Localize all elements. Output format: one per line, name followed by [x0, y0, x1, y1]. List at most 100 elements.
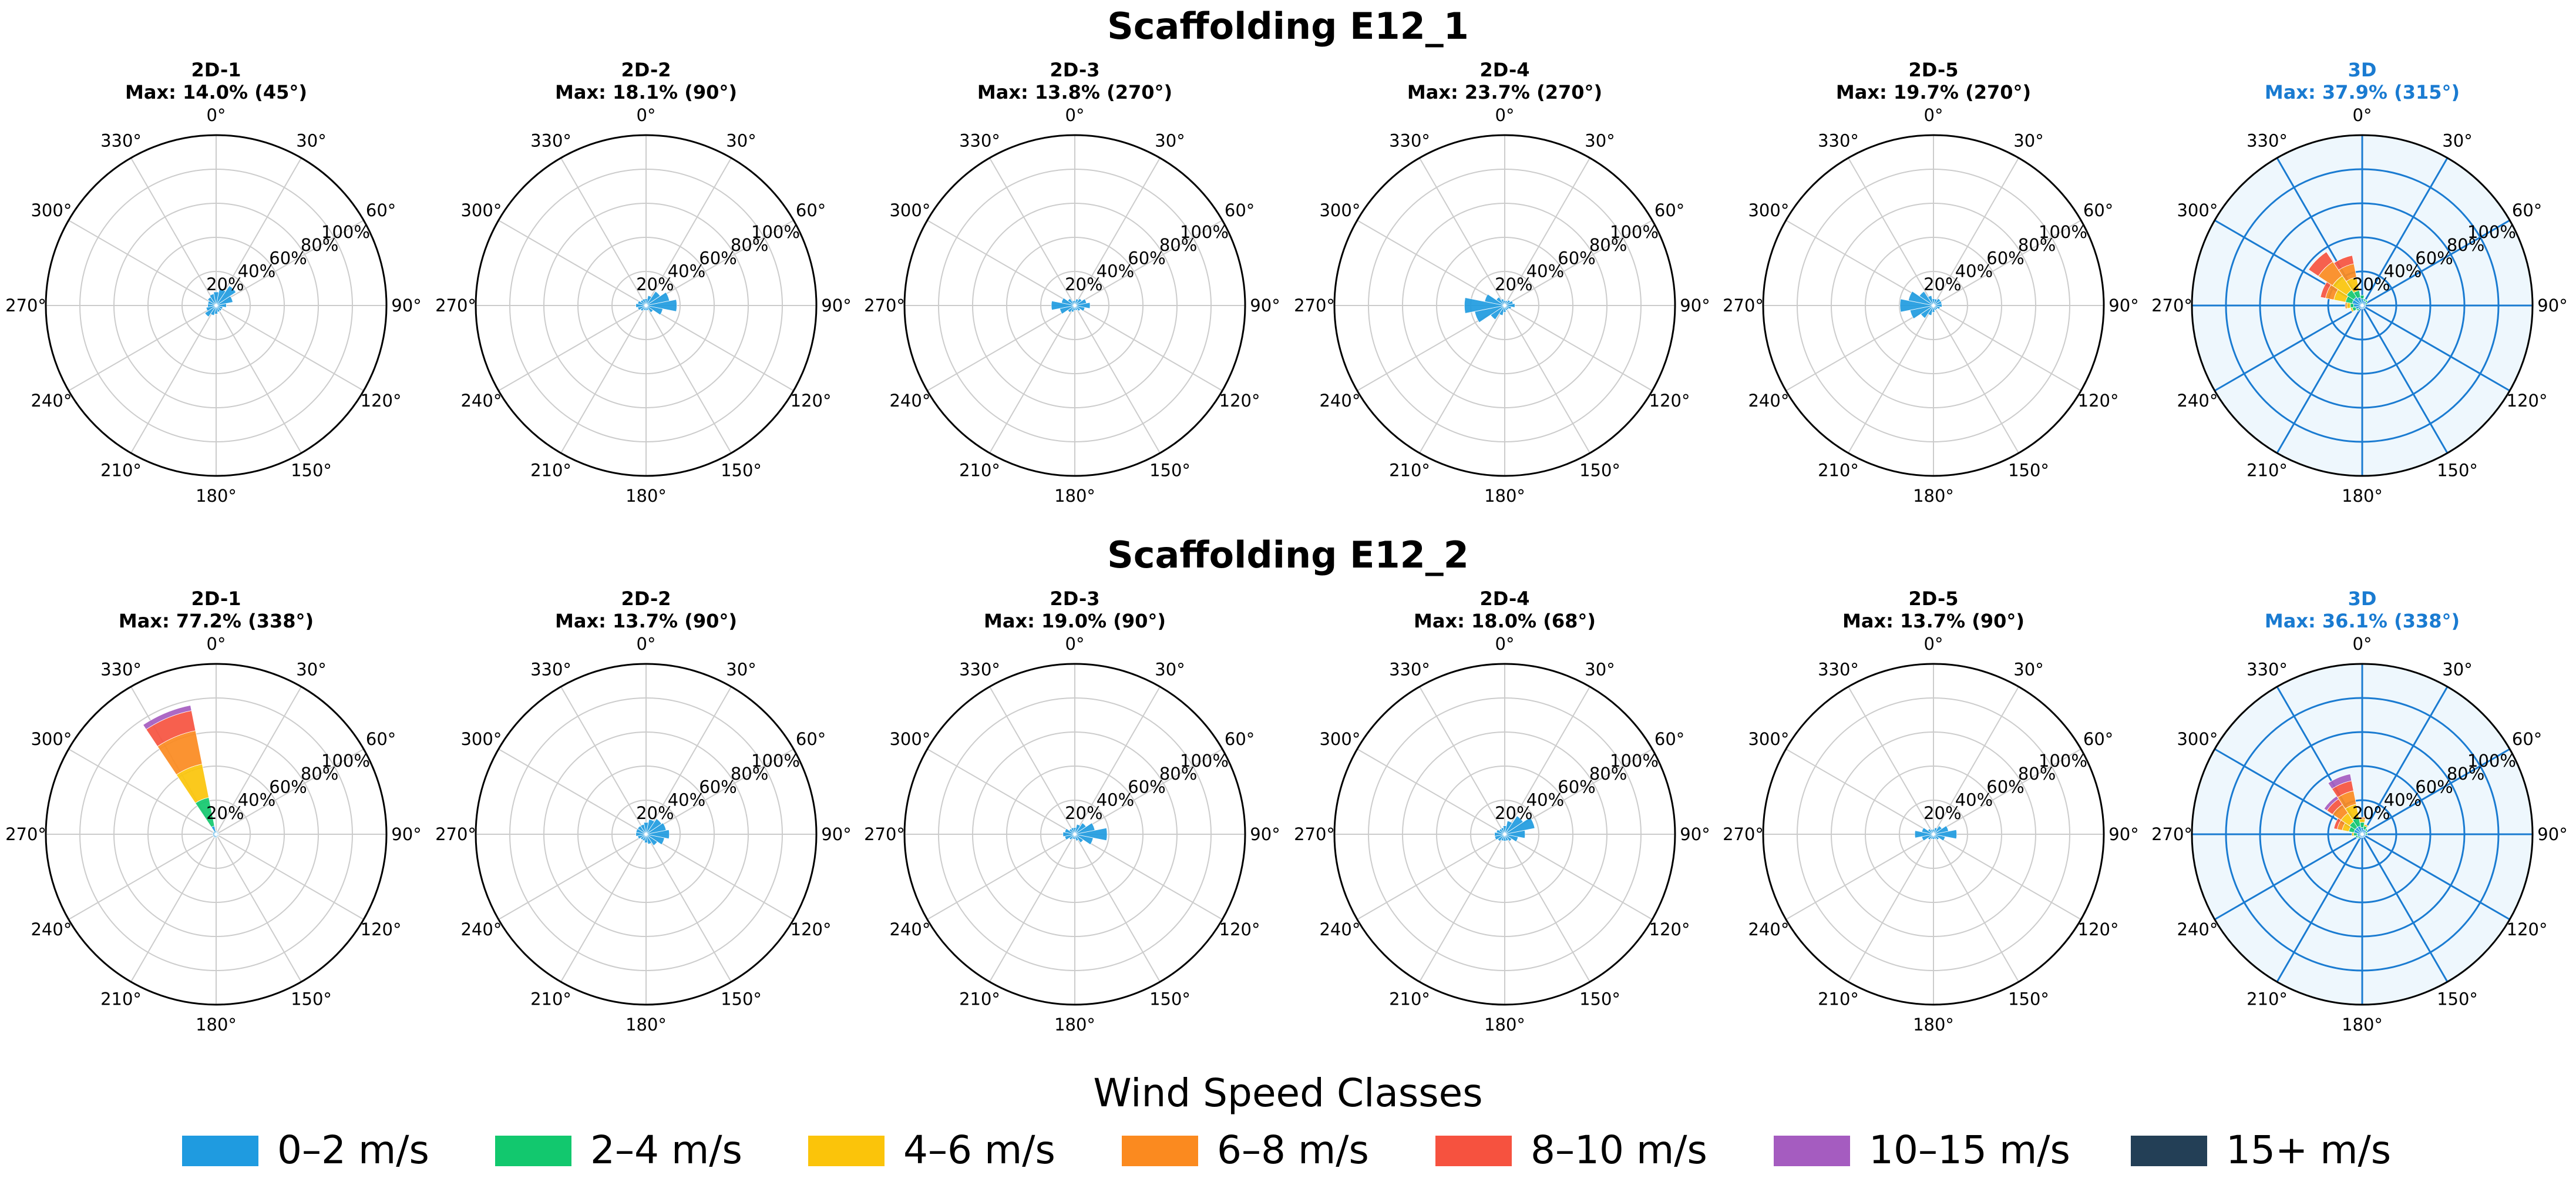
polar-frame [1333, 663, 1676, 1006]
polar-frame [45, 134, 388, 477]
angular-tick-label: 150° [1579, 989, 1620, 1009]
angular-tick-label: 60° [1654, 200, 1684, 220]
radial-tick-label: 80% [731, 235, 768, 255]
angular-gridline [1419, 305, 1505, 454]
angular-tick-label: 240° [1319, 919, 1360, 939]
panel-max-label: Max: 19.7% (270°) [1835, 81, 2032, 103]
angular-gridline [560, 686, 647, 835]
legend-swatch [495, 1136, 571, 1166]
wind-bar-segment [2363, 824, 2369, 828]
polar-plot: 0° 30° 60° 90° 120° 150° 180° 210° 240° 270° 300° 3… [1294, 105, 1710, 506]
panel-title: 2D-4 Max: 23.7% (270°) [1305, 59, 1704, 103]
wind-bar-segment [2345, 301, 2348, 310]
panel-max-label: Max: 18.1% (90°) [555, 81, 737, 103]
legend-label: 15+ m/s [2226, 1127, 2392, 1173]
wind-bar-segment [2308, 251, 2333, 277]
radial-tick-label: 100% [751, 222, 800, 242]
panel-max-label: Max: 13.7% (90°) [555, 610, 737, 632]
radial-tick-label: 60% [269, 777, 307, 797]
panel-max-label: Max: 37.9% (315°) [2264, 81, 2460, 103]
angular-gridline [2276, 305, 2363, 454]
polar-plot: 0° 30° 60° 90° 120° 150° 180° 210° 240° 270° 300° 3… [2151, 634, 2568, 1035]
radial-tick-label: 60% [1986, 248, 2024, 268]
angular-tick-label: 330° [2247, 130, 2288, 150]
wind-bar-segment [1927, 295, 1934, 306]
legend: 0–2 m/s 2–4 m/s 4–6 m/s 6–8 m/s 8–10 m/s 10–1… [0, 1125, 2576, 1178]
angular-tick-label: 60° [2083, 200, 2113, 220]
angular-tick-label: 60° [1225, 200, 1255, 220]
angular-gridline [1933, 305, 2019, 454]
angular-tick-label: 0° [1065, 634, 1085, 654]
angular-tick-label: 330° [959, 130, 1000, 150]
wind-rose-panel: 2D-4 Max: 23.7% (270°) 0° 30° 60° 90° 120° 150°… [1294, 59, 1710, 506]
angular-tick-label: 300° [1319, 729, 1360, 749]
angular-tick-label: 210° [1818, 989, 1859, 1009]
wind-bar-segment [2358, 817, 2366, 820]
angular-gridline [1504, 834, 1653, 920]
angular-gridline [1933, 305, 2081, 391]
angular-tick-label: 30° [2442, 130, 2472, 150]
angular-tick-label: 150° [1149, 461, 1191, 481]
angular-gridline [1785, 748, 1934, 835]
angular-gridline [927, 748, 1075, 835]
angular-tick-label: 0° [637, 634, 656, 654]
angular-tick-label: 90° [391, 824, 421, 844]
angular-tick-label: 120° [1219, 391, 1260, 411]
radial-tick-label: 80% [731, 764, 768, 784]
angular-tick-label: 0° [1065, 105, 1085, 125]
radial-tick-label: 40% [1097, 261, 1134, 281]
panel-name: 2D-4 [1479, 59, 1530, 81]
wind-bar-segment [1501, 298, 1505, 306]
angular-tick-label: 0° [1924, 634, 1943, 654]
panel-title: 2D-2 Max: 18.1% (90°) [446, 59, 846, 103]
angular-gridline [2362, 748, 2510, 835]
angular-gridline [130, 157, 217, 306]
wind-rose-panel: 3D Max: 37.9% (315°) 0° 30° 60° 90° 120° 150° 18… [2151, 59, 2568, 506]
angular-tick-label: 330° [530, 130, 571, 150]
angular-gridline [1074, 834, 1161, 982]
angular-tick-label: 210° [959, 989, 1000, 1009]
angular-gridline [560, 834, 647, 982]
angular-tick-label: 90° [391, 296, 421, 315]
angular-gridline [216, 220, 364, 306]
angular-gridline [216, 305, 364, 391]
panel-max-label: Max: 36.1% (338°) [2264, 610, 2460, 632]
angular-gridline [1074, 834, 1223, 920]
angular-tick-label: 30° [1155, 659, 1185, 679]
angular-tick-label: 120° [1649, 919, 1690, 939]
angular-gridline [2362, 833, 2510, 921]
radial-tick-label: 60% [1558, 248, 1595, 268]
angular-tick-label: 60° [2512, 729, 2542, 749]
angular-gridline [645, 834, 794, 920]
group-title-e12-2: Scaffolding E12_2 [1107, 533, 1469, 576]
wind-rose-panel: 2D-4 Max: 18.0% (68°) 0° 30° 60° 90° 120° 150° 1… [1294, 588, 1710, 1035]
angular-tick-label: 330° [2247, 659, 2288, 679]
angular-tick-label: 60° [2083, 729, 2113, 749]
angular-gridline [2361, 157, 2449, 306]
angular-tick-label: 0° [637, 105, 656, 125]
radial-tick-label: 60% [2415, 777, 2453, 797]
panel-title: 2D-1 Max: 77.2% (338°) [16, 588, 416, 632]
angular-tick-label: 90° [2108, 824, 2138, 844]
radial-tick-label: 80% [2018, 764, 2056, 784]
panel-title: 3D Max: 37.9% (315°) [2163, 59, 2562, 103]
wind-bar-segment [640, 824, 647, 835]
panel-max-label: Max: 23.7% (270°) [1407, 81, 1603, 103]
angular-tick-label: 60° [1654, 729, 1684, 749]
group-title-e12-1: Scaffolding E12_1 [1107, 5, 1469, 48]
legend-swatch [1435, 1136, 1512, 1166]
radial-tick-label: 80% [1589, 235, 1627, 255]
angular-tick-label: 300° [460, 200, 502, 220]
radial-tick-label: 40% [1526, 261, 1564, 281]
angular-tick-label: 150° [721, 461, 762, 481]
angular-gridline [645, 220, 794, 306]
wind-bar-segment [1071, 300, 1075, 306]
angular-tick-label: 0° [1924, 105, 1943, 125]
angular-gridline [989, 834, 1075, 982]
angular-tick-label: 90° [821, 296, 851, 315]
polar-frame [475, 663, 818, 1006]
radial-tick-label: 100% [2039, 222, 2087, 242]
angular-tick-label: 60° [796, 200, 826, 220]
angular-tick-label: 120° [791, 391, 832, 411]
wind-rose-panel: 2D-1 Max: 14.0% (45°) 0° 30° 60° 90° 120° 150° 1… [5, 59, 422, 506]
